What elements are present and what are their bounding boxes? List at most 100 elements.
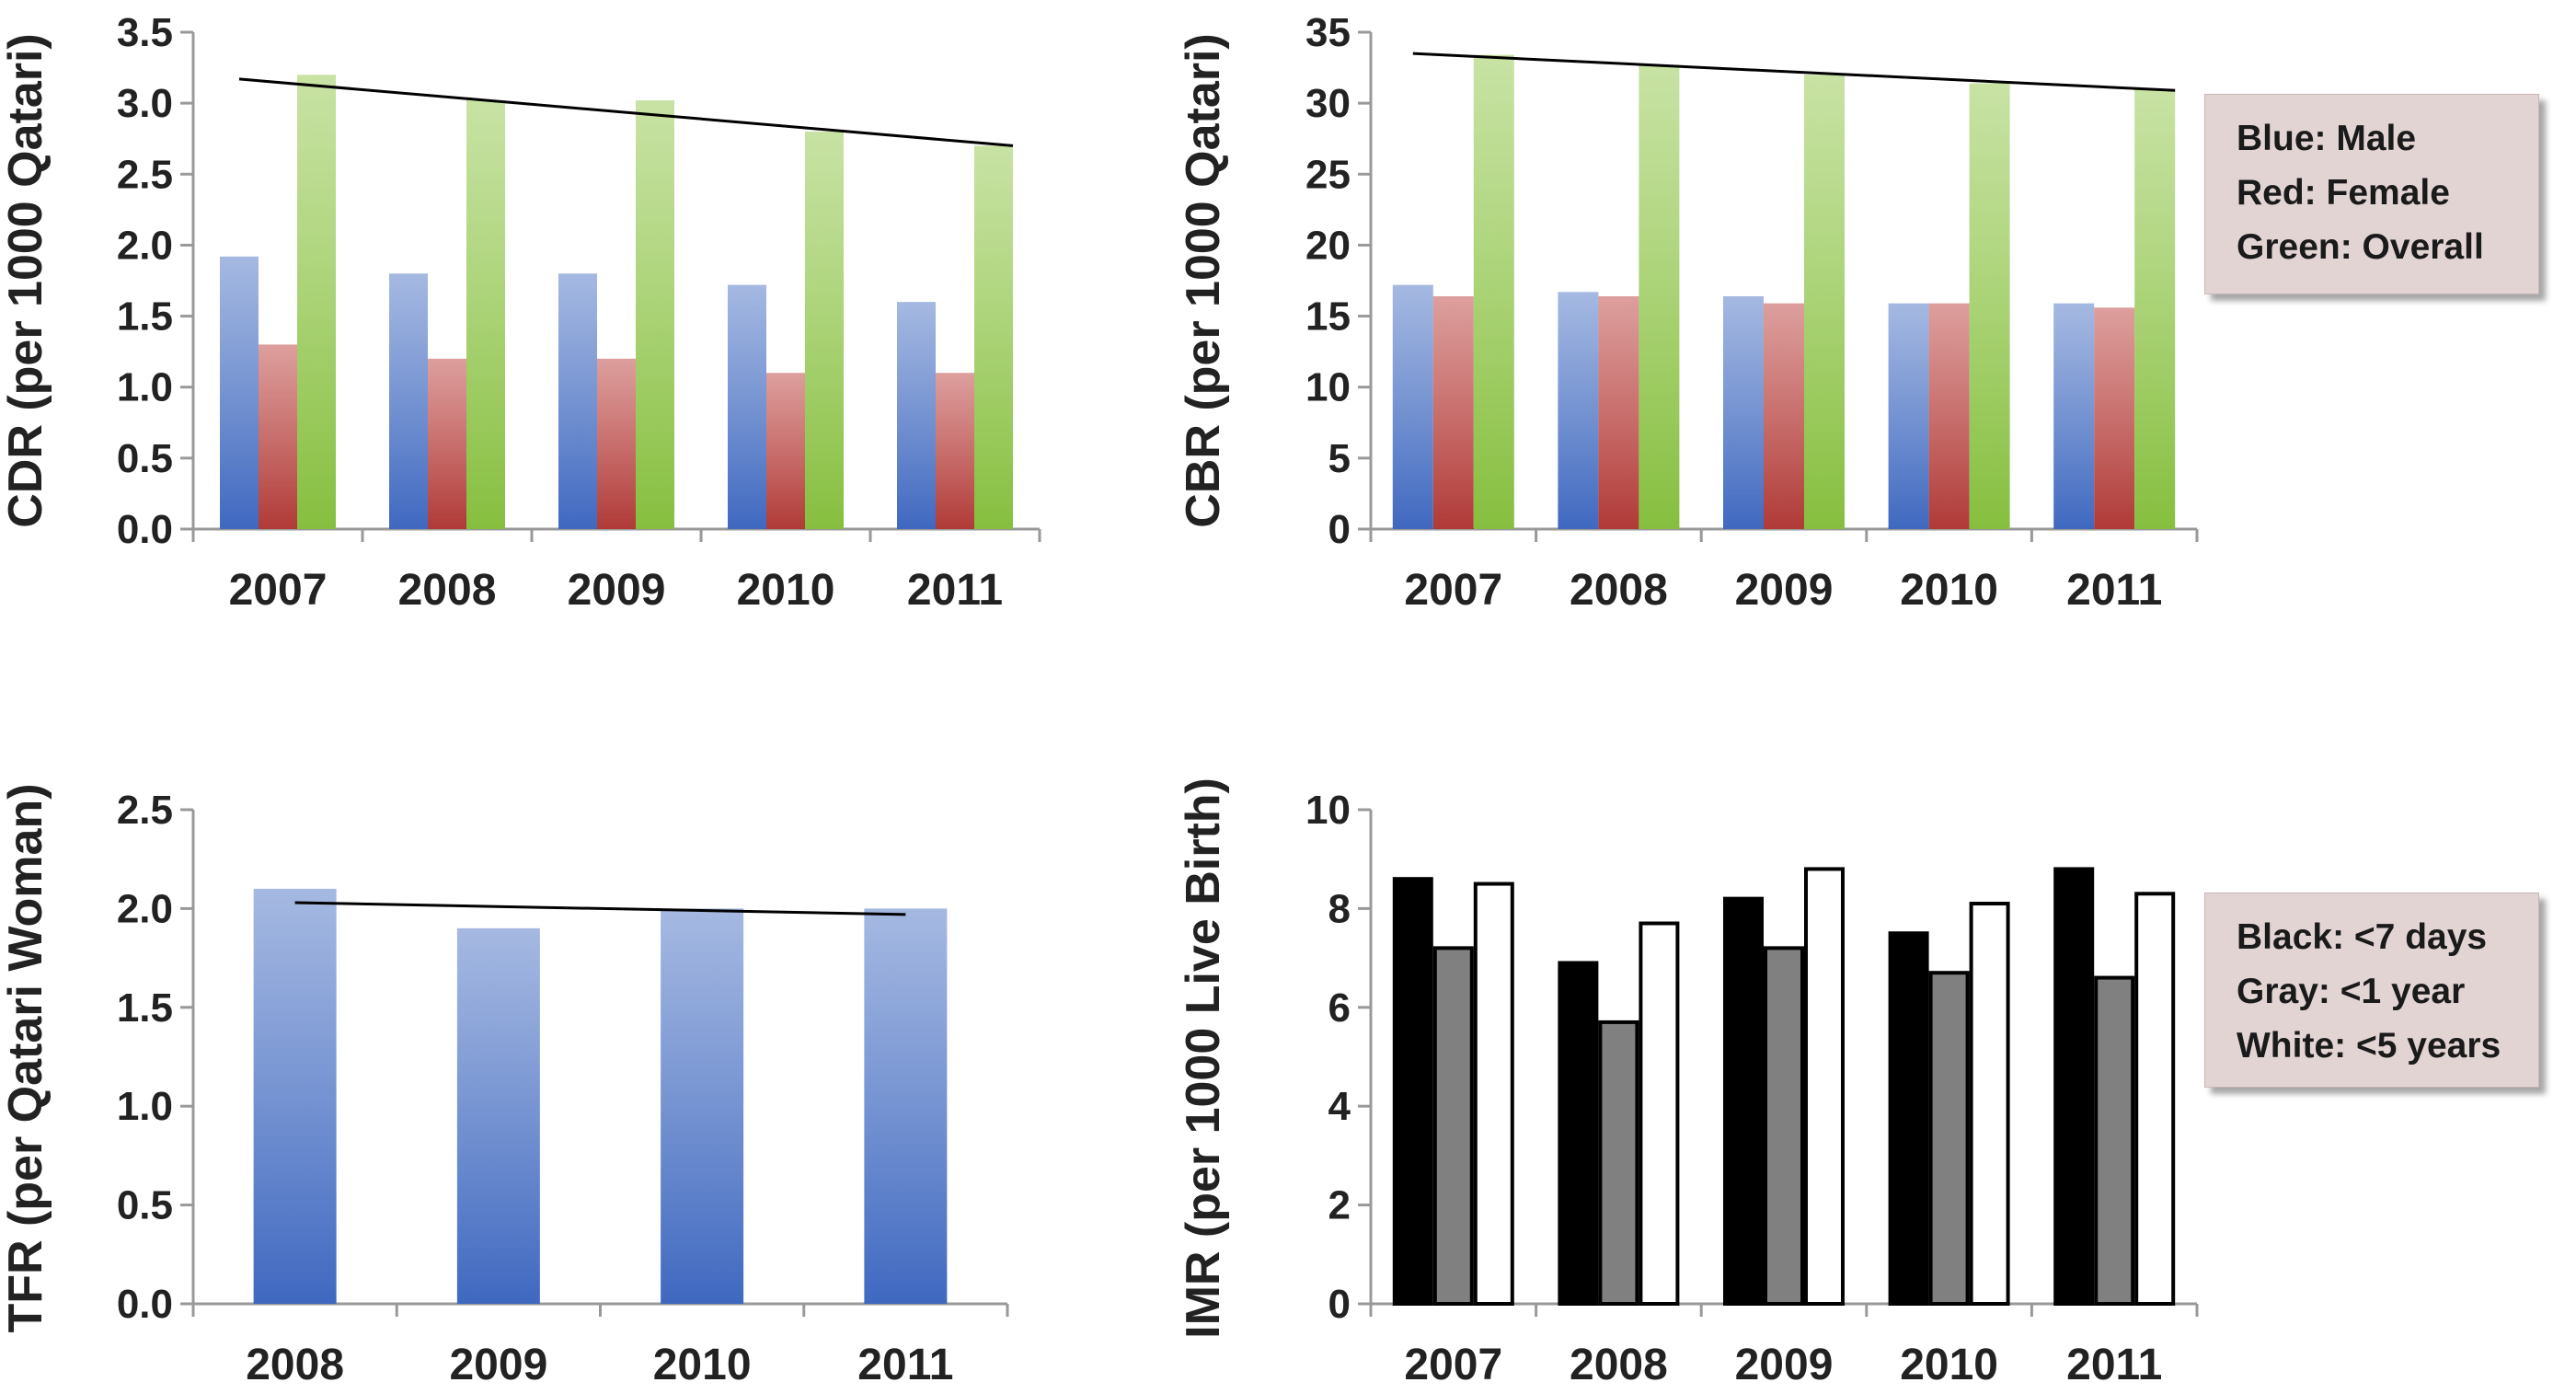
tfr-y-tick-label: 2.5 (117, 788, 173, 833)
cbr-category-label: 2009 (1735, 566, 1834, 615)
cdr-bar-overall (466, 100, 505, 530)
cbr-category-label: 2011 (2066, 566, 2162, 615)
cdr-bar-female (766, 373, 805, 529)
cdr-bar-female (428, 358, 466, 529)
tfr-bar-tfr (456, 927, 540, 1304)
imr-bar-lt5years (1804, 867, 1845, 1306)
cbr-trendline (1412, 52, 2176, 92)
imr-bar-lt7days (1888, 931, 1929, 1306)
cbr-bar-female (1928, 303, 1970, 529)
imr-bar-lt1year (1928, 971, 1970, 1306)
imr-category-label: 2011 (2066, 1341, 2162, 1389)
cdr-y-tick-label: 0.5 (117, 436, 173, 481)
tfr-chart: 0.0 0.5 1.0 1.5 2.0 2.5 2008 2009 2010 2011 TFR (p… (0, 783, 1009, 1389)
cbr-bar-male (1888, 303, 1929, 529)
cdr-bar-overall (297, 75, 336, 530)
imr-y-tick-label: 4 (1328, 1084, 1351, 1129)
cbr-y-axis-title: CBR (per 1000 Qatari) (1177, 33, 1230, 528)
imr-y-tick-label: 10 (1305, 788, 1351, 833)
imr-bar-lt5years (1473, 881, 1514, 1306)
cbr-y-tick-label: 30 (1305, 81, 1351, 126)
cdr-bar-overall (805, 132, 844, 529)
cbr-bar-male (1723, 295, 1764, 529)
tfr-y-tick-label: 1.5 (117, 985, 173, 1031)
cbr-bar-overall (1804, 75, 1845, 530)
tfr-bar-tfr (661, 908, 744, 1304)
cdr-bar-overall (974, 145, 1013, 529)
cdr-y-tick-label: 3.5 (117, 10, 173, 55)
cbr-bar-overall (1639, 64, 1680, 529)
imr-category-label: 2010 (1900, 1341, 1998, 1389)
cdr-bar-male (558, 273, 597, 529)
tfr-y-tick-label: 1.0 (117, 1084, 173, 1129)
imr-chart: 0 2 4 6 8 10 2007 2008 2009 2010 2011 IMR (per 1000… (1177, 778, 2199, 1389)
legend-item-overall: Green: Overall (2237, 227, 2484, 267)
cbr-category-label: 2007 (1404, 566, 1502, 615)
cbr-y-tick-label: 5 (1328, 436, 1351, 481)
imr-y-tick-label: 6 (1328, 985, 1351, 1031)
cdr-y-axis-title: CDR (per 1000 Qatari) (0, 33, 52, 528)
imr-category-label: 2008 (1570, 1341, 1668, 1389)
cbr-category-label: 2010 (1900, 566, 1998, 615)
cdr-bar-female (597, 358, 636, 529)
cbr-category-label: 2008 (1570, 566, 1668, 615)
cdr-category-label: 2009 (568, 566, 666, 615)
cbr-bar-female (2094, 307, 2135, 529)
imr-bar-lt5years (1639, 921, 1680, 1306)
imr-bar-lt7days (2053, 867, 2095, 1306)
imr-y-tick-label: 2 (1328, 1183, 1351, 1228)
cdr-category-label: 2010 (737, 566, 835, 615)
cbr-bar-overall (1969, 83, 2010, 530)
cbr-y-tick-label: 15 (1305, 294, 1351, 340)
legend-item-female: Red: Female (2237, 173, 2450, 213)
legend-item-male: Blue: Male (2237, 119, 2417, 158)
cbr-bar-male (1558, 292, 1599, 529)
cbr-chart: 0 5 10 15 20 25 30 35 2007 2008 2009 2010 2011 CBR (p… (1177, 10, 2199, 615)
tfr-category-label: 2009 (449, 1341, 547, 1389)
cbr-bar-overall (2134, 88, 2176, 529)
cdr-chart: 0.0 0.5 1.0 1.5 2.0 2.5 3.0 3.5 2007 2008 2009 2010… (0, 10, 1041, 615)
cbr-y-tick-label: 20 (1305, 223, 1351, 268)
imr-bar-lt5years (1969, 902, 2010, 1307)
imr-bar-lt1year (1764, 946, 1804, 1306)
tfr-bar-tfr (253, 888, 337, 1304)
imr-bar-lt1year (2094, 975, 2135, 1306)
imr-category-label: 2009 (1735, 1341, 1834, 1389)
tfr-y-tick-label: 0.5 (117, 1183, 173, 1228)
cbr-y-tick-label: 0 (1328, 507, 1351, 552)
tfr-category-label: 2008 (246, 1341, 344, 1389)
imr-bar-lt7days (1723, 896, 1764, 1306)
tfr-y-tick-label: 0.0 (117, 1282, 173, 1327)
imr-y-tick-label: 0 (1328, 1282, 1351, 1327)
cdr-bar-male (897, 302, 936, 529)
imr-y-tick-label: 8 (1328, 886, 1351, 931)
cbr-bar-female (1432, 295, 1474, 529)
tfr-category-label: 2011 (857, 1341, 953, 1389)
cdr-y-tick-label: 2.0 (117, 223, 173, 268)
cbr-y-tick-label: 35 (1305, 10, 1351, 55)
cbr-y-tick-label: 25 (1305, 152, 1351, 197)
cdr-bar-male (220, 256, 259, 529)
legend-item-lt5years: White: <5 years (2237, 1026, 2501, 1066)
cbr-bar-female (1598, 295, 1639, 529)
legend-age: Black: <7 days Gray: <1 year White: <5 y… (2204, 893, 2539, 1088)
cdr-bar-male (389, 273, 428, 529)
cdr-bar-male (728, 284, 766, 529)
cdr-y-tick-label: 1.5 (117, 294, 173, 340)
cdr-trendline (238, 77, 1014, 147)
imr-y-axis-title: IMR (per 1000 Live Birth) (1177, 778, 1230, 1339)
cdr-category-label: 2007 (229, 566, 328, 615)
cdr-bar-overall (636, 100, 674, 530)
imr-bar-lt1year (1432, 946, 1474, 1306)
cdr-y-tick-label: 0.0 (117, 507, 173, 552)
tfr-y-tick-label: 2.0 (117, 886, 173, 931)
legend-item-lt7days: Black: <7 days (2237, 917, 2488, 957)
imr-bar-lt1year (1598, 1020, 1639, 1307)
cbr-bar-female (1764, 303, 1804, 529)
tfr-y-axis-title: TFR (per Qatari Woman) (0, 783, 52, 1332)
cbr-y-tick-label: 10 (1305, 365, 1351, 410)
legend-gender: Blue: Male Red: Female Green: Overall (2204, 94, 2539, 294)
imr-bar-lt7days (1558, 961, 1599, 1306)
cdr-bar-female (936, 373, 974, 529)
